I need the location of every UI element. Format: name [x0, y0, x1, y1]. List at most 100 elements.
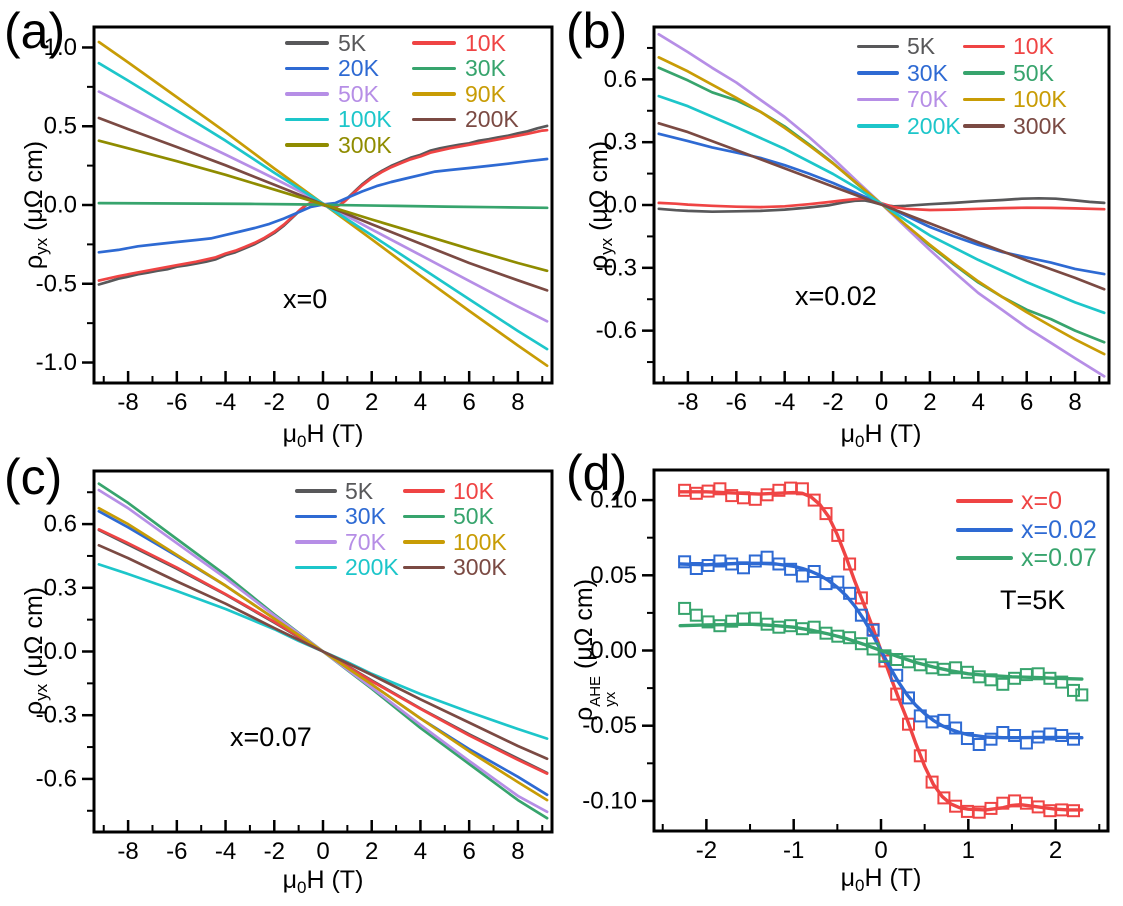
label-text: 0: [297, 431, 307, 451]
legend-line-swatch: [295, 514, 337, 518]
annotation-b-0: x=0.02: [795, 281, 877, 311]
label-text: ρ: [20, 254, 49, 270]
legend-label: 200K: [465, 106, 519, 133]
scatter-marker-d-x=0.02: [1008, 729, 1022, 742]
legend-entry-c-300K: 300K: [403, 555, 511, 581]
legend-line-swatch: [403, 514, 445, 518]
scatter-marker-d-x=0: [843, 557, 857, 571]
x-tick-label-c: 2: [365, 838, 378, 865]
label-text: yx: [596, 237, 616, 255]
x-tick-label-d: 0: [874, 837, 887, 864]
legend-label: 300K: [338, 131, 392, 158]
scatter-marker-d-x=0.07: [689, 608, 703, 622]
x-tick-label-a: -8: [117, 389, 138, 416]
legend-entry-b-50K: 50K: [963, 60, 1069, 87]
y-axis-title-b: ρyx (μΩ cm): [585, 141, 617, 269]
series-line-b-100K: [657, 56, 1106, 356]
panel-d-ticks: [642, 498, 1101, 830]
annotation-d-0: T=5K: [1000, 585, 1066, 615]
label-text: yx: [31, 683, 51, 701]
scatter-marker-d-x=0.02: [949, 721, 963, 735]
legend-line-swatch: [285, 117, 329, 121]
x-tick-label-b: 0: [875, 389, 888, 416]
legend-label: 20K: [338, 55, 379, 82]
legend-entry-b-300K: 300K: [963, 113, 1069, 140]
legend-line-swatch: [403, 565, 445, 569]
legend-line-swatch: [295, 489, 337, 493]
legend-entry-a-200K: 200K: [412, 107, 539, 133]
y-tick-label-c: 0.6: [44, 511, 77, 538]
legend-line-swatch: [285, 143, 329, 147]
x-tick-label-b: -4: [774, 389, 795, 416]
x-tick-label-a: 8: [511, 389, 524, 416]
scatter-marker-d-x=0.02: [678, 555, 692, 569]
scatter-marker-d-x=0: [831, 528, 845, 542]
legend-label: 70K: [907, 86, 948, 113]
scatter-marker-d-x=0.02: [1067, 732, 1080, 746]
panel-c-ticks: [82, 491, 544, 831]
legend-label: 50K: [1013, 59, 1054, 86]
label-text: μ: [282, 420, 298, 448]
scatter-marker-d-x=0: [807, 493, 821, 507]
legend-line-swatch: [285, 41, 329, 45]
legend-label: 5K: [345, 477, 374, 504]
x-tick-label-b: 2: [923, 389, 936, 416]
scatter-marker-d-x=0.02: [831, 575, 845, 589]
scatter-marker-d-x=0: [713, 482, 727, 496]
legend-entry-a-100K: 100K: [285, 107, 412, 133]
x-axis-title-a: μ0H (T): [283, 420, 364, 452]
x-tick-label-a: -2: [264, 389, 285, 416]
legend-entry-c-50K: 50K: [403, 504, 511, 530]
legend-line-swatch: [857, 71, 899, 75]
scatter-marker-d-x=0.02: [866, 623, 880, 637]
scatter-marker-d-x=0: [937, 791, 951, 805]
x-axis-title-b: μ0H (T): [841, 420, 922, 452]
y-tick-label-b: 0.6: [604, 66, 637, 93]
scatter-marker-d-x=0.07: [1055, 675, 1069, 689]
x-tick-label-c: -6: [166, 838, 187, 865]
label-text: ρ: [585, 254, 614, 270]
x-tick-label-d: 1: [962, 837, 975, 864]
scatter-marker-d-x=0.02: [795, 569, 809, 583]
legend-line-swatch: [412, 41, 456, 45]
x-tick-label-a: 6: [462, 389, 475, 416]
legend-entry-c-100K: 100K: [403, 529, 511, 555]
scatter-marker-d-x=0.02: [1055, 729, 1069, 742]
x-axis-title-c: μ0H (T): [283, 866, 364, 898]
y-tick-label-d: -0.05: [582, 712, 637, 739]
x-tick-label-a: -6: [166, 389, 187, 416]
x-tick-label-a: -4: [215, 389, 236, 416]
legend-label: x=0.07: [1021, 544, 1097, 573]
y-tick-label-d: 0.00: [590, 637, 637, 664]
legend-line-swatch: [285, 66, 329, 70]
y-tick-label-b: -0.3: [596, 254, 637, 281]
series-line-a-300K: [97, 139, 549, 273]
scatter-marker-d-x=0.02: [972, 738, 986, 751]
legend-label: 30K: [465, 55, 506, 82]
scatter-marker-d-x=0.02: [807, 565, 821, 578]
label-text: 0: [297, 877, 307, 897]
y-axis-title-a: ρyx (μΩ cm): [20, 141, 52, 269]
legend-label: 10K: [453, 477, 494, 504]
legend-line-swatch: [295, 565, 337, 569]
scatter-marker-d-x=0: [913, 749, 927, 763]
legend-line-swatch: [295, 540, 337, 544]
x-tick-label-a: 0: [316, 389, 329, 416]
legend-line-swatch: [963, 97, 1005, 101]
legend-label: 100K: [338, 106, 392, 133]
x-tick-label-c: 6: [462, 838, 475, 865]
legend-line-swatch: [963, 124, 1005, 128]
legend-entry-d-x=0.07: x=0.07: [956, 544, 1116, 573]
legend-label: 90K: [465, 80, 506, 107]
legend-label: x=0: [1021, 487, 1063, 516]
legend-entry-b-30K: 30K: [857, 60, 963, 87]
x-tick-label-b: -2: [822, 389, 843, 416]
legend-label: x=0.02: [1021, 515, 1097, 544]
legend-line-swatch: [956, 556, 1013, 561]
legend-line-swatch: [412, 117, 456, 121]
scatter-marker-d-x=0: [1067, 804, 1080, 818]
y-tick-label-c: -0.3: [36, 702, 77, 729]
label-text: (μΩ cm): [20, 586, 49, 684]
legend-line-swatch: [403, 540, 445, 544]
